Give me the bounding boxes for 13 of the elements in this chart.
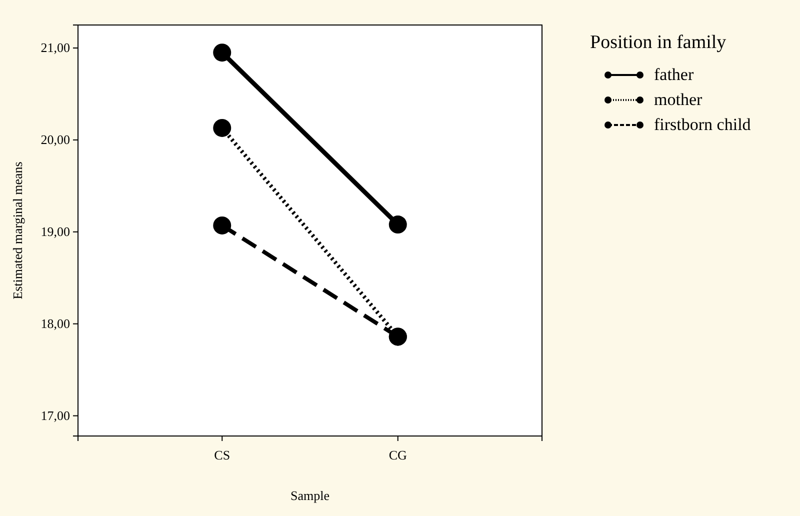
x-axis-title: Sample [290, 488, 330, 503]
y-axis-title: Estimated marginal means [10, 162, 25, 300]
x-tick-label: CG [388, 448, 407, 463]
legend-title: Position in family [590, 32, 727, 53]
y-tick-label: 21,00 [40, 40, 70, 56]
legend-label: father [654, 65, 694, 84]
legend-label: mother [654, 90, 702, 109]
y-tick-label: 18,00 [40, 316, 70, 331]
y-tick-label: 19,00 [40, 224, 70, 240]
y-tick-label: 20,00 [40, 132, 70, 148]
y-tick-label: 17,00 [40, 408, 70, 423]
x-tick-label: CS [214, 448, 230, 463]
legend-label: firstborn child [654, 115, 752, 134]
